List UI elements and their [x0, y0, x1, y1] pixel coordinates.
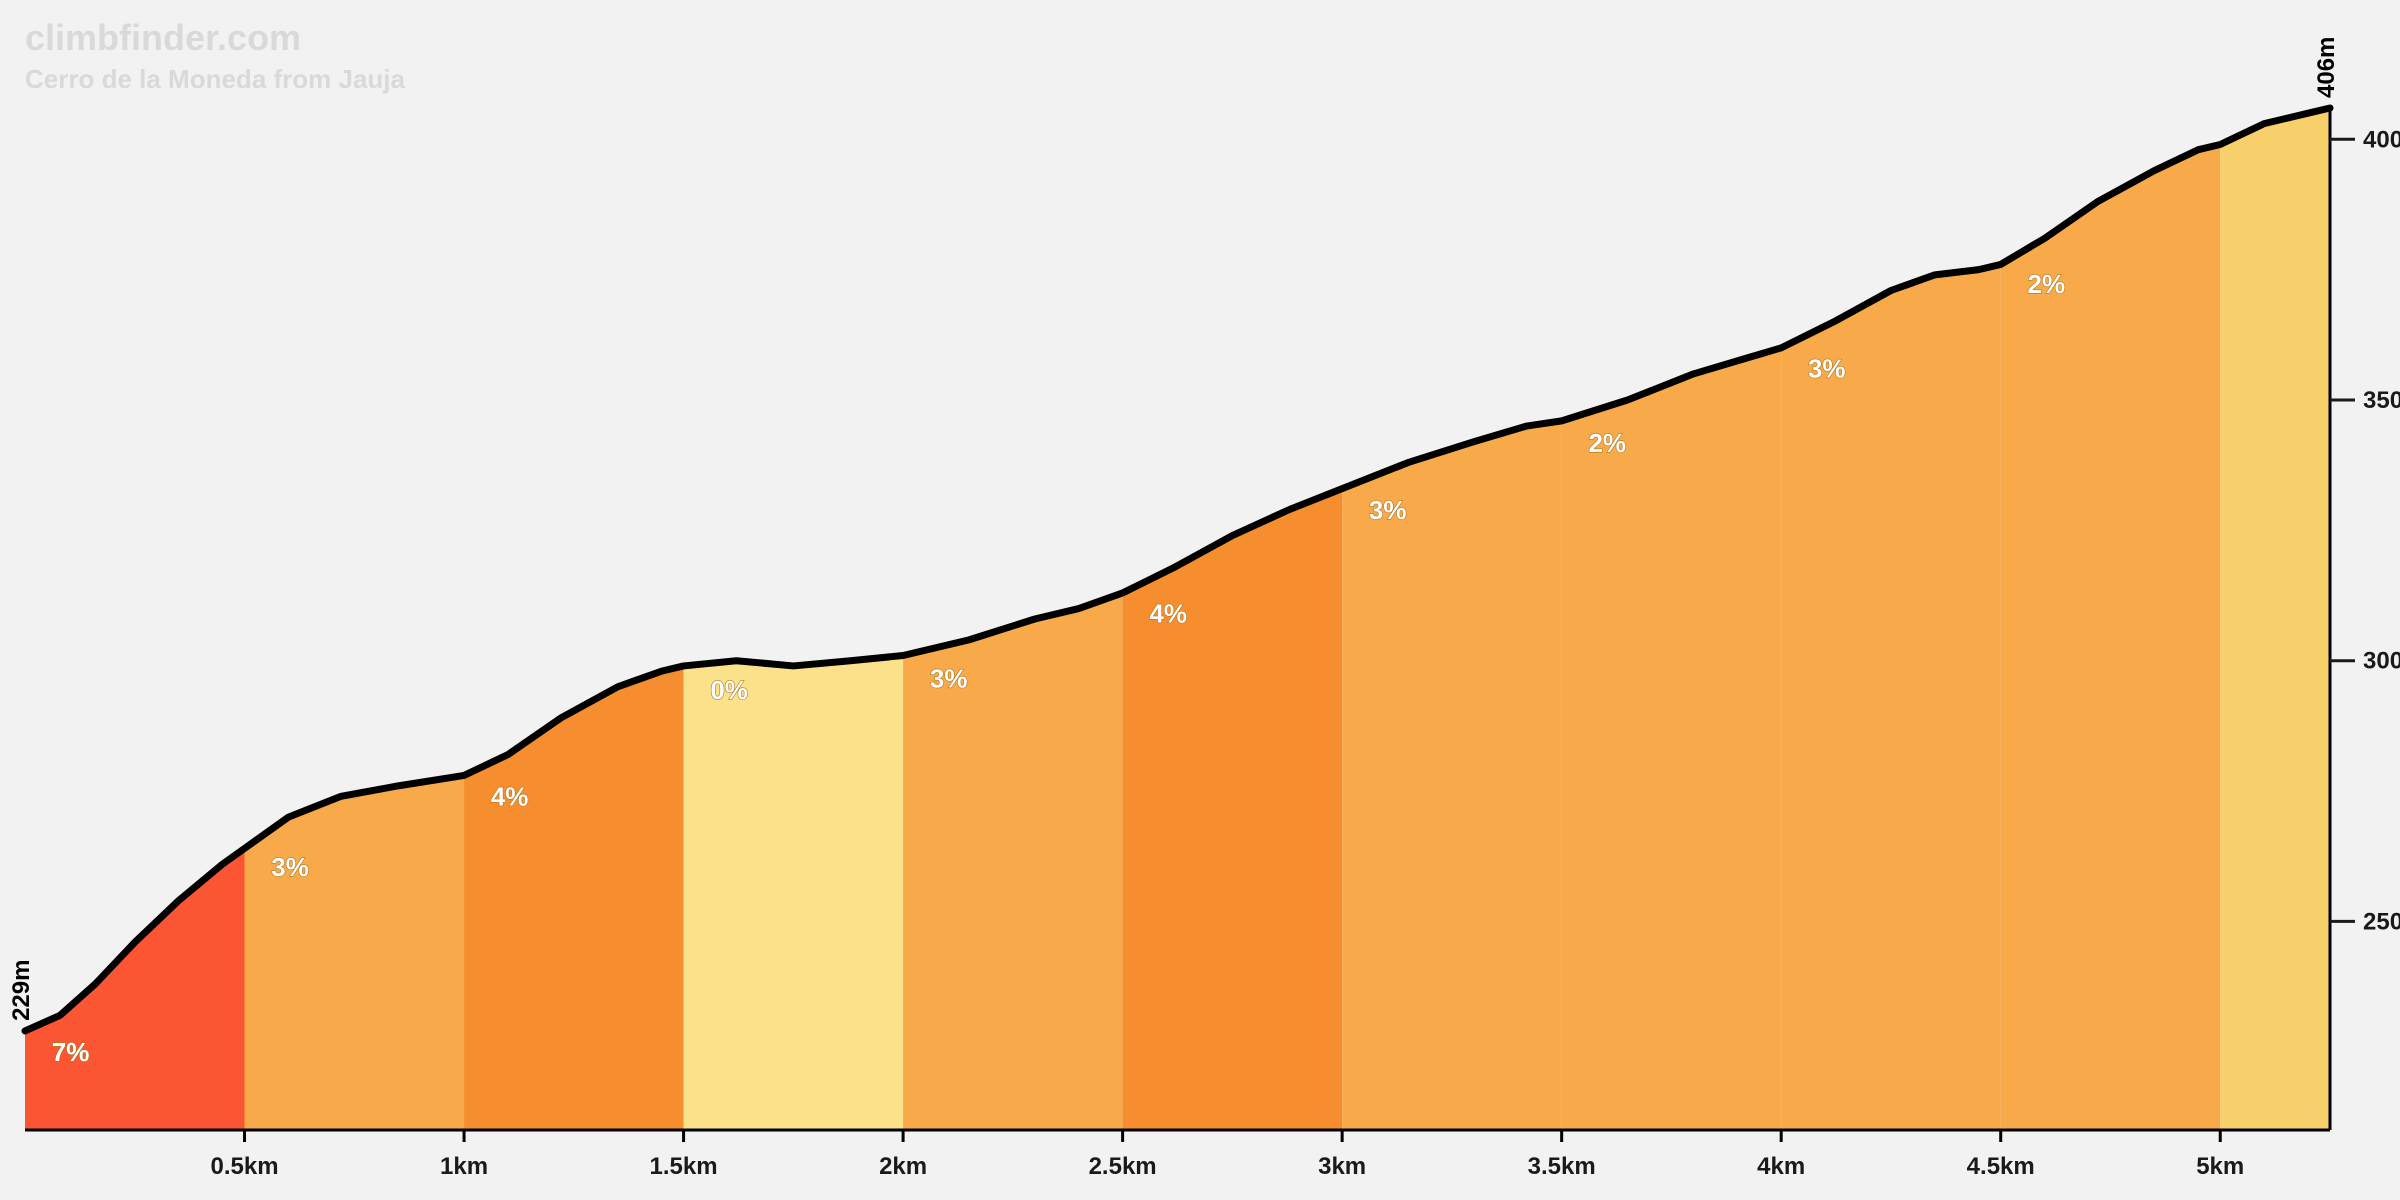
x-tick-label: 5km	[2196, 1153, 2244, 1180]
y-tick-label: 250m	[2363, 908, 2400, 935]
x-tick-label: 1.5km	[650, 1153, 718, 1180]
watermark-site: climbfinder.com	[25, 17, 301, 58]
start-elevation-label: 229m	[8, 960, 35, 1021]
x-tick-label: 0.5km	[210, 1153, 278, 1180]
x-tick-label: 3.5km	[1528, 1153, 1596, 1180]
segment-fill	[1342, 421, 1562, 1130]
x-tick-label: 2km	[879, 1153, 927, 1180]
segment-grade-label: 4%	[491, 781, 529, 811]
segment-grade-label: 0%	[710, 675, 748, 705]
segment-grade-label: 4%	[1149, 599, 1187, 629]
segment-grade-label: 7%	[52, 1037, 90, 1067]
segment-fill	[2220, 108, 2330, 1130]
segment-grade-label: 3%	[930, 663, 968, 693]
segment-grade-label: 3%	[1808, 354, 1846, 384]
y-tick-label: 350m	[2363, 387, 2400, 414]
end-elevation-label: 406m	[2313, 37, 2340, 98]
segment-fill	[684, 656, 904, 1131]
elevation-profile-chart: 0.5km 1km 1.5km 2km 2.5km 3km 3.5km 4km 4.5km 5km…	[0, 0, 2400, 1200]
x-tick-label: 4.5km	[1967, 1153, 2035, 1180]
segment-fill	[1123, 489, 1343, 1130]
segment-fill	[1562, 348, 1782, 1130]
watermark-subtitle: Cerro de la Moneda from Jauja	[25, 64, 406, 94]
x-tick-label: 2.5km	[1089, 1153, 1157, 1180]
y-tick-label: 400m	[2363, 126, 2400, 153]
x-tick-label: 3km	[1318, 1153, 1366, 1180]
x-tick-label: 1km	[440, 1153, 488, 1180]
segment-fill	[1781, 264, 2001, 1130]
segment-grade-label: 2%	[2027, 269, 2065, 299]
segment-grade-label: 2%	[1588, 428, 1626, 458]
segment-grade-label: 3%	[1369, 495, 1407, 525]
x-tick-label: 4km	[1757, 1153, 1805, 1180]
segment-grade-label: 3%	[271, 852, 309, 882]
y-tick-label: 300m	[2363, 648, 2400, 675]
